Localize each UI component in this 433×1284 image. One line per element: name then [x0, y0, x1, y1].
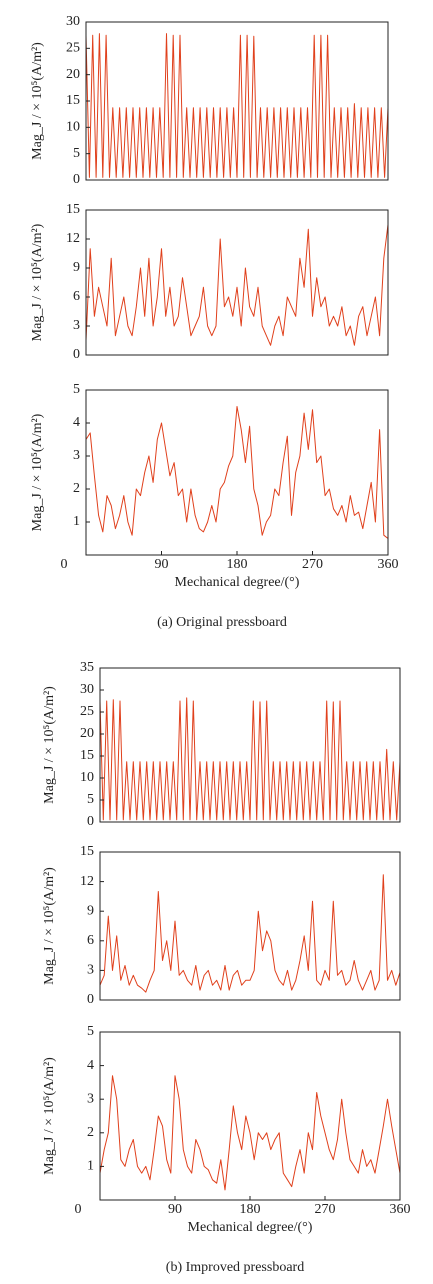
x-tick-label: 0: [75, 1202, 82, 1217]
y-tick-label: 5: [73, 382, 80, 397]
plot-frame: [85, 209, 389, 356]
x-tick-label: 180: [240, 1202, 261, 1217]
y-tick-label: 6: [73, 289, 80, 304]
plot-frame: [99, 851, 401, 1001]
y-axis-label: Mag_J / × 10⁵(A/m²): [42, 1057, 57, 1175]
y-tick-label: 3: [87, 963, 94, 978]
y-tick-label: 0: [87, 992, 94, 1007]
y-tick-label: 3: [73, 448, 80, 463]
y-tick-label: 30: [66, 14, 80, 29]
data-line: [85, 33, 389, 178]
caption: (b) Improved pressboard: [166, 1260, 304, 1275]
y-tick-label: 10: [80, 770, 94, 785]
y-tick-label: 3: [87, 1091, 94, 1106]
y-tick-label: 0: [87, 814, 94, 829]
y-tick-label: 25: [80, 704, 94, 719]
y-tick-label: 15: [80, 748, 94, 763]
plot-frame: [85, 21, 389, 181]
plot-frame: [85, 389, 389, 556]
x-tick-label: 0: [61, 557, 68, 572]
y-tick-label: 0: [73, 347, 80, 362]
y-tick-label: 1: [87, 1159, 94, 1174]
caption: (a) Original pressboard: [157, 615, 287, 630]
y-tick-label: 12: [66, 231, 80, 246]
x-tick-label: 180: [227, 557, 248, 572]
y-tick-label: 20: [80, 726, 94, 741]
data-line: [99, 874, 401, 993]
data-line: [99, 697, 401, 821]
x-axis-label: Mechanical degree/(°): [188, 1220, 313, 1235]
y-tick-label: 9: [87, 903, 94, 918]
plot-frame: [99, 1031, 401, 1201]
x-tick-label: 90: [168, 1202, 182, 1217]
y-axis-label: Mag_J / × 10⁵(A/m²): [30, 413, 45, 531]
y-tick-label: 3: [73, 318, 80, 333]
y-tick-label: 25: [66, 41, 80, 56]
y-tick-label: 20: [66, 67, 80, 82]
y-tick-label: 9: [73, 260, 80, 275]
y-tick-label: 30: [80, 682, 94, 697]
x-tick-label: 360: [378, 557, 399, 572]
y-tick-label: 0: [73, 172, 80, 187]
y-tick-label: 15: [80, 844, 94, 859]
y-tick-label: 5: [73, 146, 80, 161]
y-axis-label: Mag_J / × 10⁵(A/m²): [30, 42, 45, 160]
y-axis-label: Mag_J / × 10⁵(A/m²): [42, 686, 57, 804]
y-tick-label: 2: [87, 1125, 94, 1140]
y-tick-label: 4: [73, 415, 80, 430]
plot-frame: [99, 667, 401, 823]
y-tick-label: 10: [66, 120, 80, 135]
y-tick-label: 5: [87, 792, 94, 807]
data-line: [85, 224, 389, 346]
x-tick-label: 270: [302, 557, 323, 572]
x-tick-label: 90: [155, 557, 169, 572]
data-line: [99, 1075, 401, 1191]
y-tick-label: 4: [87, 1058, 94, 1073]
y-axis-label: Mag_J / × 10⁵(A/m²): [42, 867, 57, 985]
y-axis-label: Mag_J / × 10⁵(A/m²): [30, 223, 45, 341]
y-tick-label: 5: [87, 1024, 94, 1039]
y-tick-label: 15: [66, 93, 80, 108]
y-tick-label: 2: [73, 481, 80, 496]
x-tick-label: 360: [390, 1202, 411, 1217]
data-line: [85, 406, 389, 539]
x-tick-label: 270: [315, 1202, 336, 1217]
y-tick-label: 35: [80, 660, 94, 675]
y-tick-label: 15: [66, 202, 80, 217]
x-axis-label: Mechanical degree/(°): [175, 575, 300, 590]
y-tick-label: 1: [73, 514, 80, 529]
y-tick-label: 12: [80, 874, 94, 889]
y-tick-label: 6: [87, 933, 94, 948]
